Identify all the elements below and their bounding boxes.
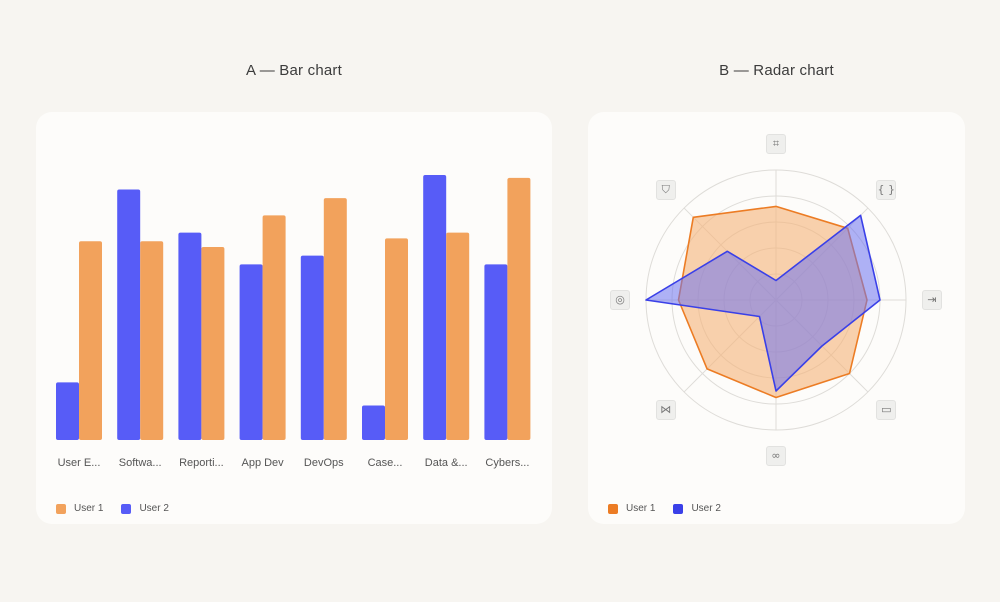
bar-chart-title: A — Bar chart xyxy=(246,62,342,79)
network-icon: ⋈ xyxy=(655,400,676,421)
deploy-icon: ⇥ xyxy=(922,290,942,310)
bar-chart-card: User E... Softwa... Reporti... App Dev DevOp… xyxy=(36,112,552,524)
x-tick-label: DevOps xyxy=(304,457,344,469)
x-tick-label: App Dev xyxy=(241,457,284,469)
legend-label-user1: User 1 xyxy=(74,503,104,514)
bar-chart: User E... Softwa... Reporti... App Dev DevOp… xyxy=(56,175,531,469)
database-icon: ◎ xyxy=(610,290,630,310)
bar-user2-3 xyxy=(239,264,263,440)
legend-swatch-user1 xyxy=(56,503,66,514)
legend-swatch-user1 xyxy=(608,503,618,514)
bar-user2-1 xyxy=(117,189,141,440)
legend-label-user1: User 1 xyxy=(626,503,656,514)
x-tick-label: Reporti... xyxy=(179,457,224,469)
radar-chart-title: B — Radar chart xyxy=(719,62,834,79)
legend-label-user2: User 2 xyxy=(691,503,721,514)
bar-user1-3 xyxy=(262,215,286,440)
bar-user1-5 xyxy=(385,238,408,440)
legend-item-user2: User 2 xyxy=(673,503,721,514)
legend-swatch-user2 xyxy=(673,503,684,514)
legend-item-user2: User 2 xyxy=(121,503,169,514)
x-tick-label: User E... xyxy=(58,457,101,469)
bar-user2-7 xyxy=(484,264,508,440)
bar-user1-6 xyxy=(446,232,470,440)
process-icon: ⌗ xyxy=(766,134,786,154)
shield-icon: ⛉ xyxy=(655,179,676,200)
x-tick-label: Cybers... xyxy=(485,457,529,469)
legend-swatch-user2 xyxy=(121,503,132,514)
code-icon: { } xyxy=(876,179,897,200)
bar-user2-2 xyxy=(178,232,202,440)
bar-legend: User 1 User 2 xyxy=(56,503,187,514)
x-tick-label: Data &... xyxy=(425,457,468,469)
bar-user1-0 xyxy=(79,241,102,440)
legend-item-user1: User 1 xyxy=(608,503,655,514)
window-icon: ▭ xyxy=(876,400,897,421)
x-tick-label: Softwa... xyxy=(119,457,162,469)
x-tick-label: Case... xyxy=(368,457,403,469)
bar-user2-6 xyxy=(423,175,447,440)
radar-chart xyxy=(645,169,907,431)
bar-user1-7 xyxy=(507,177,531,441)
legend-label-user2: User 2 xyxy=(139,503,169,514)
bar-user2-5 xyxy=(362,405,385,440)
radar-area-user2 xyxy=(645,214,881,392)
infinity-icon: ∞ xyxy=(766,446,786,466)
bar-user2-4 xyxy=(300,255,324,440)
radar-legend: User 1 User 2 xyxy=(608,503,739,514)
bar-user2-0 xyxy=(56,382,79,440)
radar-chart-card: ⌗ { } ⇥ ▭ ∞ ⋈ ◎ ⛉ User 1 User 2 xyxy=(588,112,965,524)
legend-item-user1: User 1 xyxy=(56,503,103,514)
bar-user1-1 xyxy=(140,241,164,440)
bar-user1-4 xyxy=(323,198,347,440)
bar-user1-2 xyxy=(201,247,225,440)
